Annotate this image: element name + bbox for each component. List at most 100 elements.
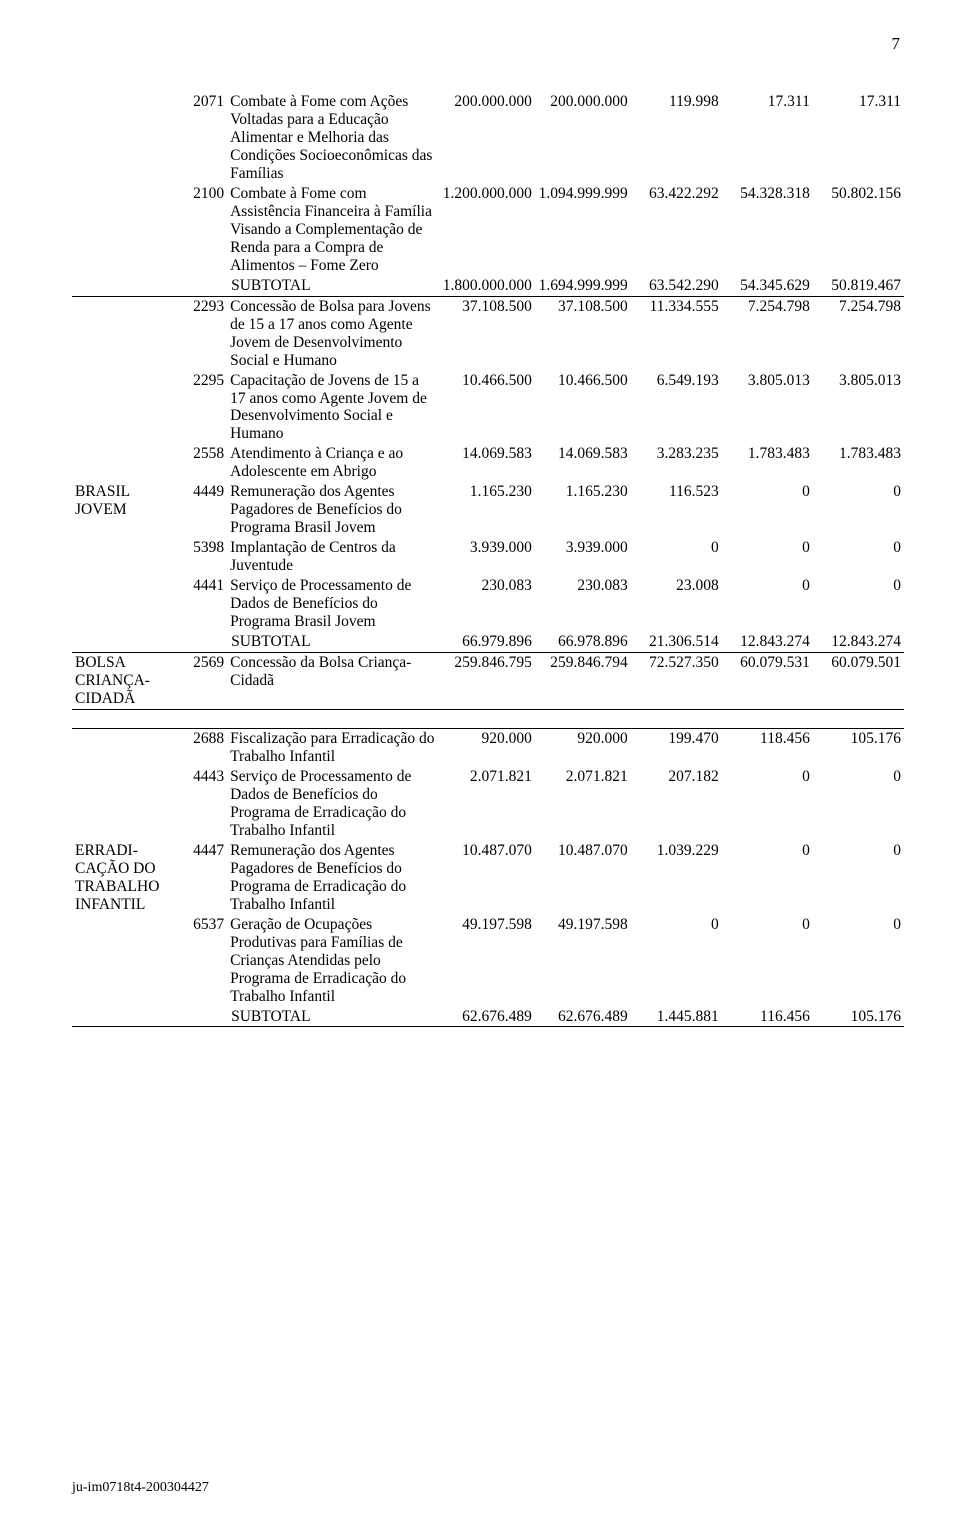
subtotal-label: SUBTOTAL xyxy=(227,1007,439,1027)
table-row: 4443Serviço de Processamento de Dados de… xyxy=(72,767,904,841)
row-value: 0 xyxy=(722,915,813,1007)
row-desc: Serviço de Processamento de Dados de Ben… xyxy=(227,576,439,632)
row-value: 7.254.798 xyxy=(722,297,813,371)
row-value: 49.197.598 xyxy=(535,915,631,1007)
table-row: ERRADI-CAÇÃO DO TRABALHO INFANTIL4447Rem… xyxy=(72,841,904,915)
row-desc: Capacitação de Jovens de 15 a 17 anos co… xyxy=(227,371,439,445)
row-value: 60.079.501 xyxy=(813,653,904,709)
subtotal-label: SUBTOTAL xyxy=(227,276,439,296)
row-value: 49.197.598 xyxy=(439,915,535,1007)
category-label: BRASIL JOVEM xyxy=(72,482,180,652)
row-code: 2558 xyxy=(180,444,227,482)
row-value: 1.783.483 xyxy=(813,444,904,482)
row-value: 1.165.230 xyxy=(439,482,535,538)
row-code: 6537 xyxy=(180,915,227,1007)
row-value: 14.069.583 xyxy=(439,444,535,482)
row-value: 230.083 xyxy=(535,576,631,632)
row-value: 7.254.798 xyxy=(813,297,904,371)
row-code: 2293 xyxy=(180,297,227,371)
row-value: 0 xyxy=(813,576,904,632)
separator-row xyxy=(72,1027,904,1028)
row-desc: Remuneração dos Agentes Pagadores de Ben… xyxy=(227,841,439,915)
row-code: 2688 xyxy=(180,729,227,767)
table-row: 6537Geração de Ocupações Produtivas para… xyxy=(72,915,904,1007)
subtotal-value: 105.176 xyxy=(813,1007,904,1027)
row-code: 4441 xyxy=(180,576,227,632)
row-value: 1.039.229 xyxy=(631,841,722,915)
subtotal-value: 62.676.489 xyxy=(535,1007,631,1027)
row-value: 10.466.500 xyxy=(535,371,631,445)
table-row: 2295Capacitação de Jovens de 15 a 17 ano… xyxy=(72,371,904,445)
footer-code: ju-im0718t4-200304427 xyxy=(72,1480,209,1496)
row-value: 119.998 xyxy=(631,92,722,184)
row-value: 207.182 xyxy=(631,767,722,841)
row-value: 23.008 xyxy=(631,576,722,632)
row-value: 105.176 xyxy=(813,729,904,767)
subtotal-value: 1.694.999.999 xyxy=(535,276,631,296)
row-value: 1.165.230 xyxy=(535,482,631,538)
row-value: 54.328.318 xyxy=(722,184,813,276)
page: 7 2071Combate à Fome com Ações Voltadas … xyxy=(0,0,960,1530)
row-value: 200.000.000 xyxy=(535,92,631,184)
row-value: 14.069.583 xyxy=(535,444,631,482)
row-value: 0 xyxy=(631,915,722,1007)
row-value: 3.805.013 xyxy=(722,371,813,445)
page-number: 7 xyxy=(892,34,901,54)
row-desc: Combate à Fome com Ações Voltadas para a… xyxy=(227,92,439,184)
subtotal-value: 1.445.881 xyxy=(631,1007,722,1027)
row-value: 200.000.000 xyxy=(439,92,535,184)
row-value: 17.311 xyxy=(813,92,904,184)
row-value: 0 xyxy=(722,482,813,538)
subtotal-code xyxy=(180,1007,227,1027)
row-value: 3.939.000 xyxy=(535,538,631,576)
subtotal-value: 54.345.629 xyxy=(722,276,813,296)
subtotal-code xyxy=(180,632,227,652)
row-value: 2.071.821 xyxy=(439,767,535,841)
row-value: 3.939.000 xyxy=(439,538,535,576)
subtotal-row: SUBTOTAL66.979.89666.978.89621.306.51412… xyxy=(72,632,904,652)
row-desc: Geração de Ocupações Produtivas para Fam… xyxy=(227,915,439,1007)
row-value: 116.523 xyxy=(631,482,722,538)
row-value: 0 xyxy=(722,841,813,915)
row-value: 230.083 xyxy=(439,576,535,632)
row-desc: Atendimento à Criança e ao Adolescente e… xyxy=(227,444,439,482)
category-cell xyxy=(72,729,180,841)
row-desc: Implantação de Centros da Juventude xyxy=(227,538,439,576)
row-value: 118.456 xyxy=(722,729,813,767)
table-row: 2293Concessão de Bolsa para Jovens de 15… xyxy=(72,297,904,371)
row-value: 1.094.999.999 xyxy=(535,184,631,276)
row-value: 0 xyxy=(813,915,904,1007)
subtotal-row: SUBTOTAL1.800.000.0001.694.999.99963.542… xyxy=(72,276,904,296)
row-value: 2.071.821 xyxy=(535,767,631,841)
row-code: 2100 xyxy=(180,184,227,276)
row-code: 2569 xyxy=(180,653,227,709)
row-value: 0 xyxy=(813,841,904,915)
row-code: 2295 xyxy=(180,371,227,445)
row-value: 0 xyxy=(813,482,904,538)
subtotal-code xyxy=(180,276,227,296)
subtotal-value: 63.542.290 xyxy=(631,276,722,296)
subtotal-value: 1.800.000.000 xyxy=(439,276,535,296)
row-value: 50.802.156 xyxy=(813,184,904,276)
subtotal-label: SUBTOTAL xyxy=(227,632,439,652)
row-value: 0 xyxy=(722,767,813,841)
subtotal-value: 12.843.274 xyxy=(813,632,904,652)
row-value: 0 xyxy=(813,538,904,576)
table-row: BOLSA CRIANÇA-CIDADÃ2569Concessão da Bol… xyxy=(72,653,904,709)
row-value: 0 xyxy=(722,576,813,632)
category-label: ERRADI-CAÇÃO DO TRABALHO INFANTIL xyxy=(72,841,180,1027)
row-code: 5398 xyxy=(180,538,227,576)
table-row: 2688Fiscalização para Erradicação do Tra… xyxy=(72,729,904,767)
row-value: 199.470 xyxy=(631,729,722,767)
row-value: 17.311 xyxy=(722,92,813,184)
subtotal-value: 116.456 xyxy=(722,1007,813,1027)
subtotal-value: 12.843.274 xyxy=(722,632,813,652)
subtotal-row: SUBTOTAL62.676.48962.676.4891.445.881116… xyxy=(72,1007,904,1027)
row-value: 60.079.531 xyxy=(722,653,813,709)
row-value: 1.783.483 xyxy=(722,444,813,482)
row-value: 0 xyxy=(813,767,904,841)
row-value: 11.334.555 xyxy=(631,297,722,371)
row-value: 0 xyxy=(722,538,813,576)
row-desc: Concessão de Bolsa para Jovens de 15 a 1… xyxy=(227,297,439,371)
row-value: 37.108.500 xyxy=(535,297,631,371)
